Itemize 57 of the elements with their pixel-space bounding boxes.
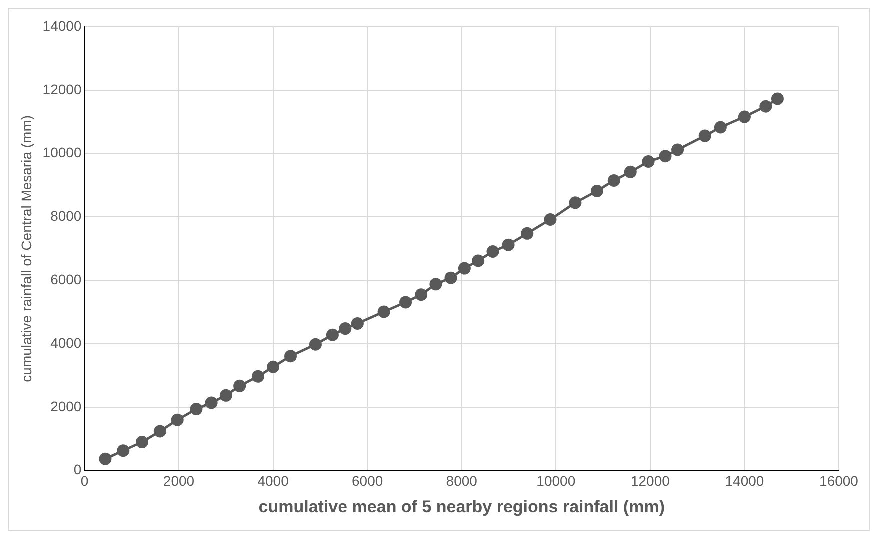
- point: [608, 174, 620, 187]
- y-tick-label: 0: [74, 462, 82, 478]
- point: [521, 227, 534, 240]
- x-tick-label: 8000: [446, 473, 478, 490]
- point: [569, 196, 582, 210]
- x-axis-title: cumulative mean of 5 nearby regions rainfall (mm): [258, 497, 665, 516]
- point: [154, 425, 166, 438]
- point: [136, 436, 148, 449]
- point: [502, 238, 515, 252]
- y-tick-label: 4000: [50, 334, 82, 351]
- point: [472, 254, 485, 268]
- point: [400, 296, 412, 309]
- point: [738, 110, 751, 124]
- point: [309, 338, 322, 351]
- x-tick-label: 4000: [258, 473, 290, 490]
- y-tick-label: 14000: [42, 18, 82, 34]
- point: [590, 184, 604, 198]
- point: [220, 389, 232, 402]
- point: [714, 121, 727, 134]
- point: [190, 403, 203, 416]
- point: [486, 246, 500, 258]
- point: [642, 155, 655, 168]
- x-tick-label: 2000: [163, 473, 195, 490]
- y-tick-label: 10000: [42, 144, 82, 161]
- point: [351, 317, 364, 330]
- point: [326, 328, 339, 342]
- point: [205, 396, 218, 410]
- point: [339, 322, 352, 336]
- point: [760, 100, 772, 113]
- point: [624, 166, 637, 178]
- x-tick-label: 14000: [725, 473, 764, 490]
- point: [698, 130, 712, 142]
- point: [99, 452, 112, 466]
- y-axis-title: cumulative rainfall of Central Mesaria (mm): [18, 115, 34, 382]
- point: [430, 278, 442, 291]
- y-tick-label: 2000: [50, 398, 82, 414]
- point: [458, 262, 471, 275]
- point: [659, 150, 672, 163]
- point: [544, 213, 557, 226]
- x-tick-label: 6000: [352, 473, 384, 490]
- point: [415, 288, 428, 302]
- point: [117, 444, 130, 458]
- x-tick-label: 10000: [536, 473, 576, 490]
- point: [771, 92, 784, 106]
- point: [672, 144, 684, 156]
- point: [171, 414, 184, 426]
- point: [284, 350, 297, 363]
- point: [378, 306, 390, 318]
- point: [267, 360, 280, 374]
- x-tick-label: 12000: [630, 473, 670, 490]
- point: [252, 370, 264, 383]
- point: [444, 272, 458, 284]
- x-tick-label: 16000: [820, 473, 859, 490]
- y-tick-label: 8000: [50, 208, 82, 224]
- y-tick-label: 12000: [42, 81, 82, 98]
- y-tick-label: 6000: [50, 271, 82, 288]
- point: [234, 380, 246, 392]
